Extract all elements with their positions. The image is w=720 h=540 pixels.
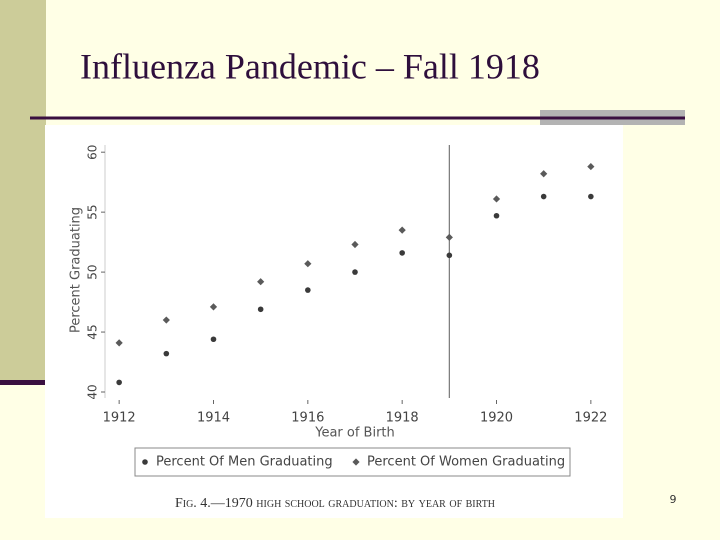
legend-marker bbox=[352, 458, 360, 466]
legend-label: Percent Of Men Graduating bbox=[156, 455, 333, 470]
point bbox=[493, 212, 500, 219]
caption: Fig. 4.—1970 high school graduation: by … bbox=[175, 496, 495, 511]
point bbox=[587, 162, 595, 171]
point bbox=[209, 303, 218, 311]
point bbox=[210, 336, 217, 343]
point bbox=[257, 306, 264, 313]
point bbox=[492, 195, 501, 203]
point bbox=[588, 193, 594, 200]
y-tick-label: 45 bbox=[86, 324, 100, 339]
x-tick-label: 1918 bbox=[386, 411, 419, 426]
side-bar-edge bbox=[0, 380, 46, 385]
point bbox=[398, 226, 406, 234]
x-tick-label: 1912 bbox=[103, 411, 136, 426]
y-tick-label: 55 bbox=[86, 205, 100, 220]
point bbox=[115, 339, 123, 347]
y-tick-label: 60 bbox=[86, 145, 100, 160]
legend-marker bbox=[142, 459, 148, 465]
point bbox=[257, 278, 265, 286]
x-tick-label: 1916 bbox=[291, 411, 324, 426]
x-tick-label: 1914 bbox=[197, 411, 230, 426]
page-number: 9 bbox=[670, 493, 677, 506]
point bbox=[304, 260, 312, 268]
chart: 40 45 50 55 60 1912 1914 1916 1918 1920 1922 Year o… bbox=[69, 145, 608, 512]
y-axis-label: Percent Graduating bbox=[69, 207, 84, 333]
point bbox=[445, 233, 453, 241]
point bbox=[352, 269, 358, 275]
point bbox=[351, 240, 359, 249]
point bbox=[540, 170, 548, 178]
side-bar bbox=[0, 0, 46, 383]
y-tick-label: 50 bbox=[86, 264, 100, 279]
point bbox=[305, 287, 311, 293]
point bbox=[446, 252, 453, 259]
x-tick-label: 1922 bbox=[574, 411, 607, 426]
point bbox=[399, 250, 405, 256]
legend-label: Percent Of Women Graduating bbox=[367, 455, 565, 470]
point bbox=[162, 316, 170, 324]
x-axis-label: Year of Birth bbox=[314, 426, 395, 441]
point bbox=[116, 379, 122, 386]
point bbox=[540, 193, 547, 200]
x-tick-label: 1920 bbox=[480, 411, 513, 426]
slide-title: Influenza Pandemic – Fall 1918 bbox=[80, 46, 540, 86]
point bbox=[163, 350, 170, 357]
y-tick-label: 40 bbox=[86, 384, 100, 399]
